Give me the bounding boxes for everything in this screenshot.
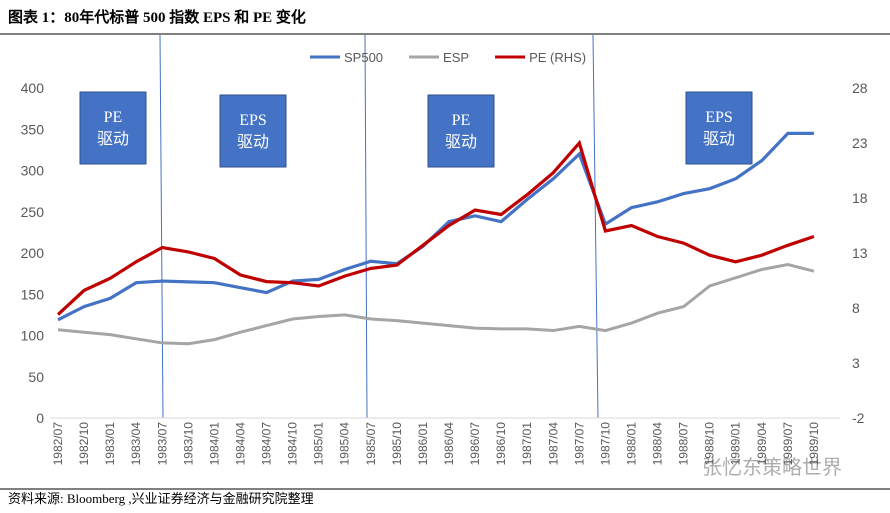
y2-tick-label: 3 (852, 355, 860, 371)
x-tick-label: 1985/01 (312, 422, 326, 466)
y2-tick-label: 23 (852, 135, 868, 151)
x-tick-label: 1986/04 (442, 422, 456, 466)
watermark: 张忆东策略世界 (702, 456, 842, 479)
x-tick-label: 1984/01 (207, 422, 221, 466)
x-tick-label: 1986/01 (416, 422, 430, 466)
title: 图表 1：80年代标普 500 指数 EPS 和 PE 变化 (8, 8, 306, 26)
annotation-box (79, 91, 147, 165)
x-tick-label: 1983/01 (103, 422, 117, 466)
x-tick-label: 1985/04 (338, 422, 352, 466)
y-tick-label: 150 (21, 286, 45, 302)
x-tick-label: 1988/01 (624, 422, 638, 466)
x-tick-label: 1989/04 (755, 422, 769, 466)
divider (592, 34, 599, 419)
annotation: PE 驱动 (445, 112, 477, 151)
x-tick-label: 1989/10 (807, 422, 821, 466)
legend-label: SP500 (344, 50, 383, 65)
x-tick-label: 1983/10 (181, 422, 195, 466)
x-tick-label: 1984/04 (233, 422, 247, 466)
x-tick-label: 1989/01 (729, 422, 743, 466)
x-tick-label: 1987/07 (572, 422, 586, 466)
x-tick-label: 1987/01 (520, 422, 534, 466)
x-tick-label: 1988/04 (651, 422, 665, 466)
y-tick-label: 200 (21, 245, 45, 261)
x-tick-label: 1985/10 (390, 422, 404, 466)
x-tick-label: 1988/10 (703, 422, 717, 466)
annotation-box (427, 94, 495, 168)
y2-tick-label: 28 (852, 80, 868, 96)
y-tick-label: 0 (36, 410, 44, 426)
x-tick-label: 1986/07 (468, 422, 482, 466)
legend-label: PE (RHS) (529, 50, 586, 65)
y2-tick-label: 8 (852, 300, 860, 316)
y-tick-label: 300 (21, 163, 45, 179)
x-tick-label: 1983/04 (129, 422, 143, 466)
annotation: EPS 驱动 (703, 109, 735, 148)
x-tick-label: 1987/04 (546, 422, 560, 466)
x-tick-label: 1984/07 (260, 422, 274, 466)
x-tick-label: 1982/07 (51, 422, 65, 466)
x-tick-label: 1989/07 (781, 422, 795, 466)
divider (159, 34, 164, 419)
y2-tick-label: 13 (852, 245, 868, 261)
divider (364, 34, 368, 419)
x-tick-label: 1983/07 (155, 422, 169, 466)
series-line (57, 263, 815, 346)
y2-tick-label: -2 (852, 410, 865, 426)
y-tick-label: 50 (28, 369, 44, 385)
annotation-box (219, 94, 287, 168)
legend-label: ESP (443, 50, 469, 65)
series-line (56, 139, 815, 316)
x-tick-label: 1984/10 (286, 422, 300, 466)
x-tick-label: 1985/07 (364, 422, 378, 466)
annotation: PE 驱动 (97, 109, 129, 148)
y-tick-label: 250 (21, 204, 45, 220)
x-tick-label: 1988/07 (677, 422, 691, 466)
y2-tick-label: 18 (852, 190, 868, 206)
x-tick-label: 1987/10 (598, 422, 612, 466)
x-tick-label: 1986/10 (494, 422, 508, 466)
x-tick-label: 1982/10 (77, 422, 91, 466)
annotation-box (685, 91, 753, 165)
y-tick-label: 100 (21, 328, 45, 344)
source: 资料来源: Bloomberg ,兴业证券经济与金融研究院整理 (8, 491, 314, 506)
y-tick-label: 350 (21, 121, 45, 137)
y-tick-label: 400 (21, 80, 45, 96)
annotation: EPS 驱动 (237, 112, 269, 151)
